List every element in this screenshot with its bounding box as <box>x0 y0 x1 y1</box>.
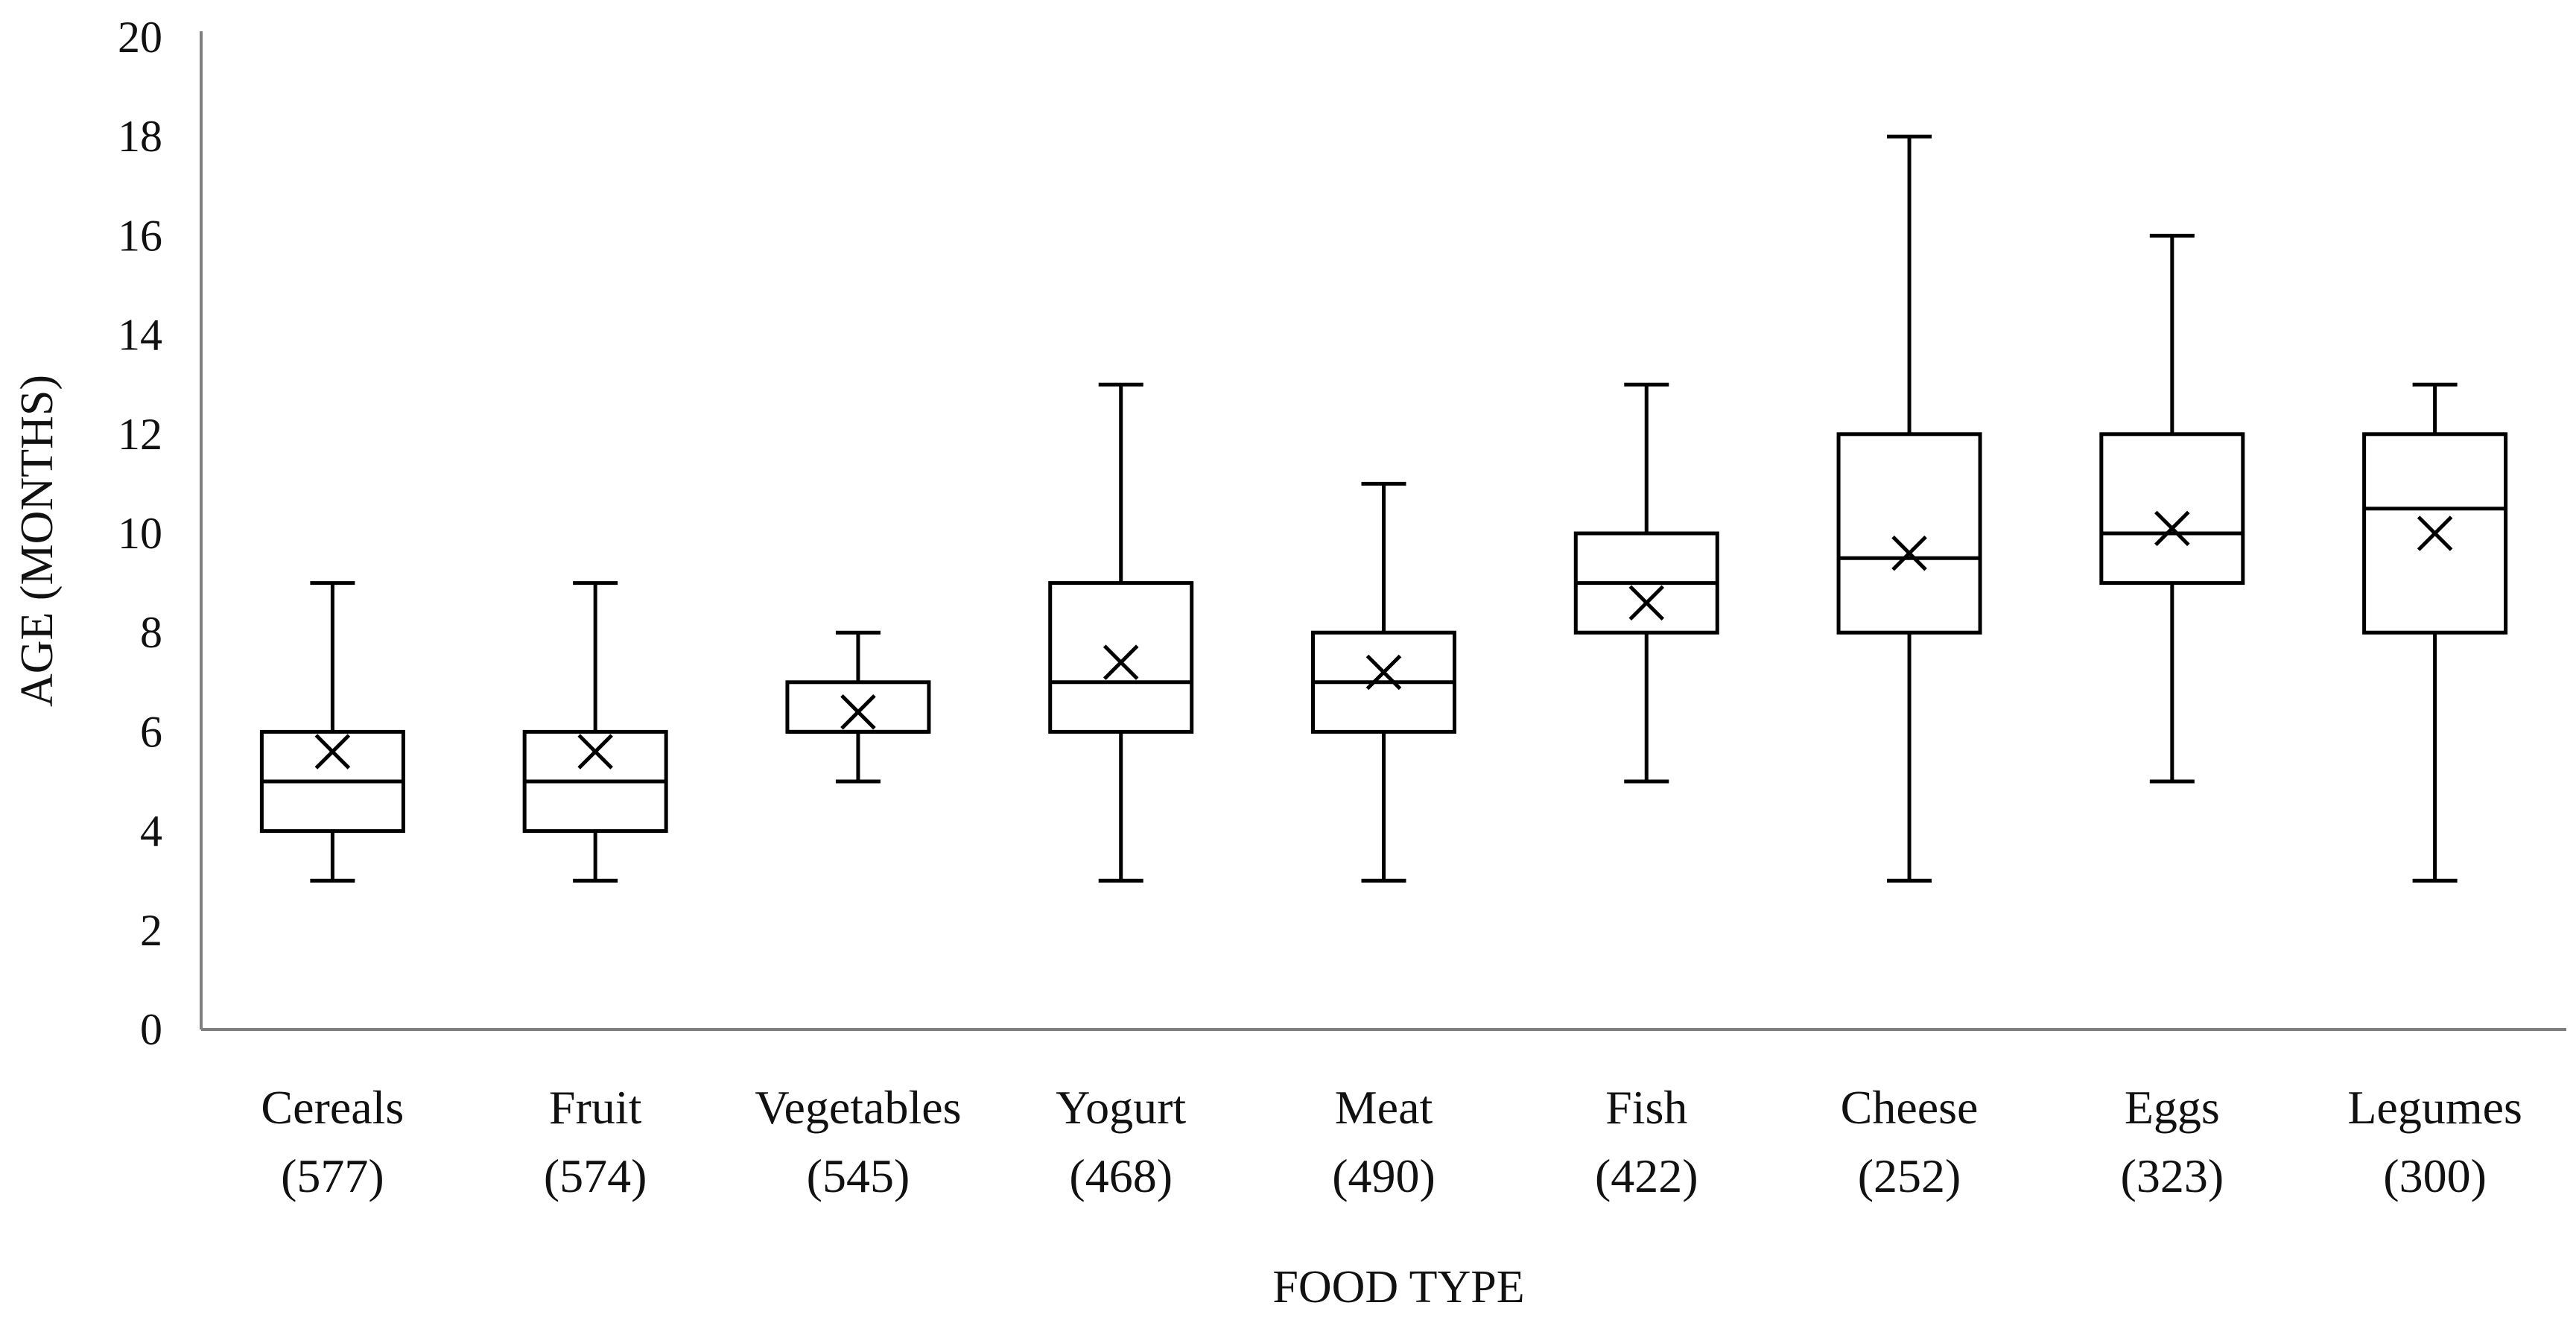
y-tick-label: 8 <box>140 608 162 657</box>
mean-marker <box>1103 644 1139 680</box>
box-yogurt <box>1048 382 1194 883</box>
mean-marker <box>314 734 351 770</box>
mean-marker-stroke <box>1628 585 1665 621</box>
category-count: (323) <box>2121 1149 2224 1202</box>
mean-marker <box>840 694 876 730</box>
mean-marker-stroke <box>2417 515 2453 551</box>
x-axis-title: FOOD TYPE <box>1272 1262 1524 1313</box>
y-tick-label: 18 <box>118 112 162 161</box>
mean-marker-stroke <box>1103 644 1139 680</box>
category-label: Cheese <box>1841 1081 1979 1134</box>
category-count: (545) <box>807 1149 910 1202</box>
y-tick-label: 20 <box>118 13 162 62</box>
mean-marker-stroke <box>1891 535 1927 571</box>
mean-marker <box>1365 654 1402 691</box>
y-tick-label: 10 <box>118 509 162 558</box>
box-eggs <box>2099 233 2245 784</box>
box-cheese <box>1836 134 1982 883</box>
category-label: Vegetables <box>755 1081 961 1134</box>
mean-marker-stroke <box>2154 510 2190 547</box>
category-label: Meat <box>1335 1081 1433 1134</box>
iqr-box <box>1048 581 1194 734</box>
category-count: (468) <box>1069 1149 1173 1202</box>
y-tick-label: 12 <box>118 410 162 459</box>
category-label: Fruit <box>549 1081 642 1134</box>
category-label: Fish <box>1605 1081 1687 1134</box>
category-count: (574) <box>544 1149 647 1202</box>
y-tick-label: 16 <box>118 211 162 260</box>
box-fruit <box>522 581 668 883</box>
category-label: Legumes <box>2347 1081 2522 1134</box>
box-vegetables <box>785 630 931 784</box>
category-label: Eggs <box>2125 1081 2220 1134</box>
mean-marker <box>577 734 613 770</box>
box-cereals <box>259 581 405 883</box>
mean-marker-stroke <box>1365 654 1402 691</box>
category-count: (300) <box>2383 1149 2487 1202</box>
mean-marker-stroke <box>577 734 613 770</box>
category-labels: Cereals (577) Fruit (574) Vegetables (545) Yog… <box>261 1081 2522 1202</box>
y-tick-label: 0 <box>140 1005 162 1054</box>
y-tick-label: 14 <box>118 311 162 360</box>
box-meat <box>1311 481 1456 883</box>
mean-marker-stroke <box>840 694 876 730</box>
iqr-box <box>2099 432 2245 586</box>
mean-marker <box>2417 515 2453 551</box>
category-count: (422) <box>1595 1149 1698 1202</box>
mean-marker <box>1891 535 1927 571</box>
y-axis: 0 2 4 6 8 10 12 14 16 18 20 <box>118 13 203 1054</box>
category-count: (252) <box>1858 1149 1961 1202</box>
y-tick-label: 6 <box>140 707 162 756</box>
category-label: Cereals <box>261 1081 404 1134</box>
iqr-box <box>1836 432 1982 635</box>
mean-marker-stroke <box>314 734 351 770</box>
iqr-box <box>785 680 931 734</box>
y-axis-title: AGE (MONTHS) <box>12 375 63 707</box>
box-fish <box>1573 382 1719 784</box>
category-count: (490) <box>1332 1149 1435 1202</box>
y-tick-label: 2 <box>140 906 162 955</box>
category-label: Yogurt <box>1056 1081 1186 1134</box>
mean-marker <box>2154 510 2190 547</box>
y-tick-label: 4 <box>140 807 162 856</box>
box-legumes <box>2362 382 2508 883</box>
category-count: (577) <box>281 1149 384 1202</box>
box-series <box>259 134 2508 883</box>
mean-marker <box>1628 585 1665 621</box>
